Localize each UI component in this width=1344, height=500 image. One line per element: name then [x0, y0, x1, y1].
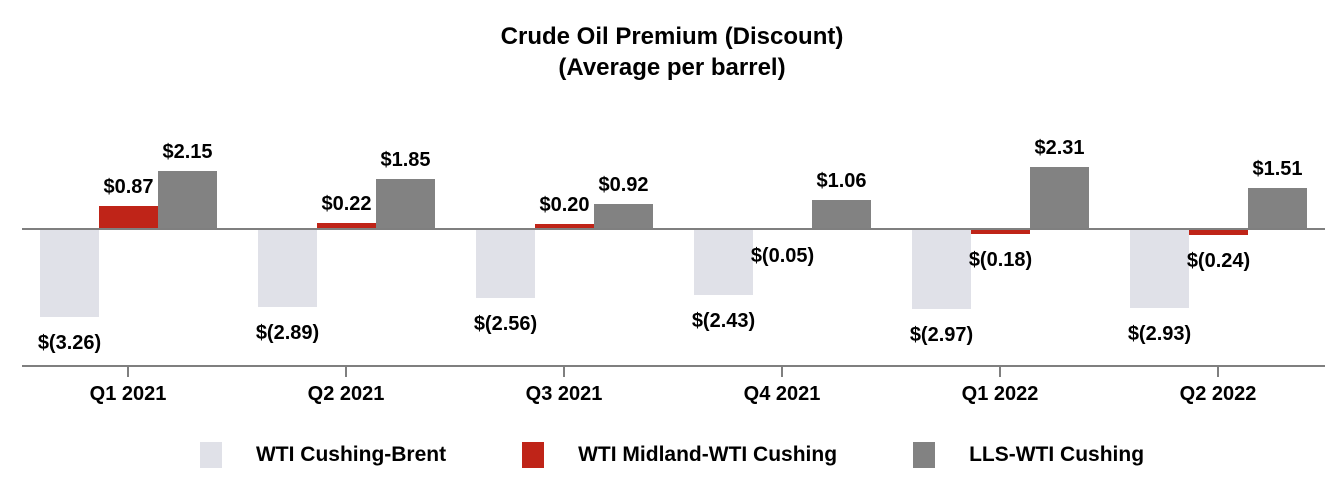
value-label: $2.31: [1034, 137, 1085, 159]
chart-bar: [812, 200, 871, 229]
axis-tick: [563, 367, 565, 377]
value-label: $0.20: [539, 194, 590, 216]
value-label: $1.85: [380, 149, 431, 171]
value-label: $(0.24): [1186, 250, 1251, 272]
chart-title: Crude Oil Premium (Discount) (Average pe…: [0, 21, 1344, 83]
chart-bar: [258, 229, 317, 307]
legend-item: WTI Cushing-Brent: [199, 442, 447, 468]
chart-bar: [912, 229, 971, 309]
value-label: $(2.89): [255, 322, 320, 344]
axis-tick: [1217, 367, 1219, 377]
value-label: $(2.97): [909, 324, 974, 346]
chart-bar: [594, 204, 653, 229]
value-label: $(0.05): [750, 245, 815, 267]
value-label: $(3.26): [37, 332, 102, 354]
value-label: $(2.43): [691, 310, 756, 332]
legend-item: LLS-WTI Cushing: [913, 442, 1144, 468]
axis-tick: [781, 367, 783, 377]
legend-label: LLS-WTI Cushing: [969, 443, 1145, 466]
legend-swatch: [913, 442, 936, 468]
category-label: Q2 2021: [307, 383, 385, 405]
chart-bar: [1248, 188, 1307, 229]
value-label: $(0.18): [968, 249, 1033, 271]
zero-axis-line: [22, 228, 1325, 230]
value-label: $0.22: [321, 193, 372, 215]
axis-tick: [127, 367, 129, 377]
category-label: Q4 2021: [743, 383, 821, 405]
legend-swatch: [522, 442, 545, 468]
chart-bar: [376, 179, 435, 229]
chart-bar: [1189, 229, 1248, 235]
chart-bar: [971, 229, 1030, 234]
axis-tick: [345, 367, 347, 377]
category-label: Q2 2022: [1179, 383, 1257, 405]
chart-bar: [694, 229, 753, 295]
value-label: $(2.93): [1127, 323, 1192, 345]
chart-bar: [535, 224, 594, 229]
category-label: Q1 2022: [961, 383, 1039, 405]
chart-bar: [317, 223, 376, 229]
value-label: $1.51: [1252, 158, 1303, 180]
legend-item: WTI Midland-WTI Cushing: [522, 442, 837, 468]
chart-bar: [1130, 229, 1189, 308]
chart-bar: [99, 206, 158, 229]
chart-title-line1: Crude Oil Premium (Discount): [500, 23, 844, 50]
value-label: $2.15: [162, 141, 213, 163]
chart-bar: [158, 171, 217, 229]
legend: WTI Cushing-Brent WTI Midland-WTI Cushing…: [0, 442, 1344, 468]
legend-label: WTI Cushing-Brent: [255, 443, 447, 466]
value-label: $0.92: [598, 174, 649, 196]
value-label: $(2.56): [473, 313, 538, 335]
category-label: Q3 2021: [525, 383, 603, 405]
axis-tick: [999, 367, 1001, 377]
category-label: Q1 2021: [89, 383, 167, 405]
legend-swatch: [199, 442, 222, 468]
x-axis-line: [22, 365, 1325, 367]
chart-bar: [40, 229, 99, 317]
legend-label: WTI Midland-WTI Cushing: [578, 443, 838, 466]
chart-bar: [1030, 167, 1089, 229]
chart-title-line2: (Average per barrel): [558, 54, 786, 81]
value-label: $1.06: [816, 170, 867, 192]
chart-bar: [476, 229, 535, 298]
value-label: $0.87: [103, 176, 154, 198]
